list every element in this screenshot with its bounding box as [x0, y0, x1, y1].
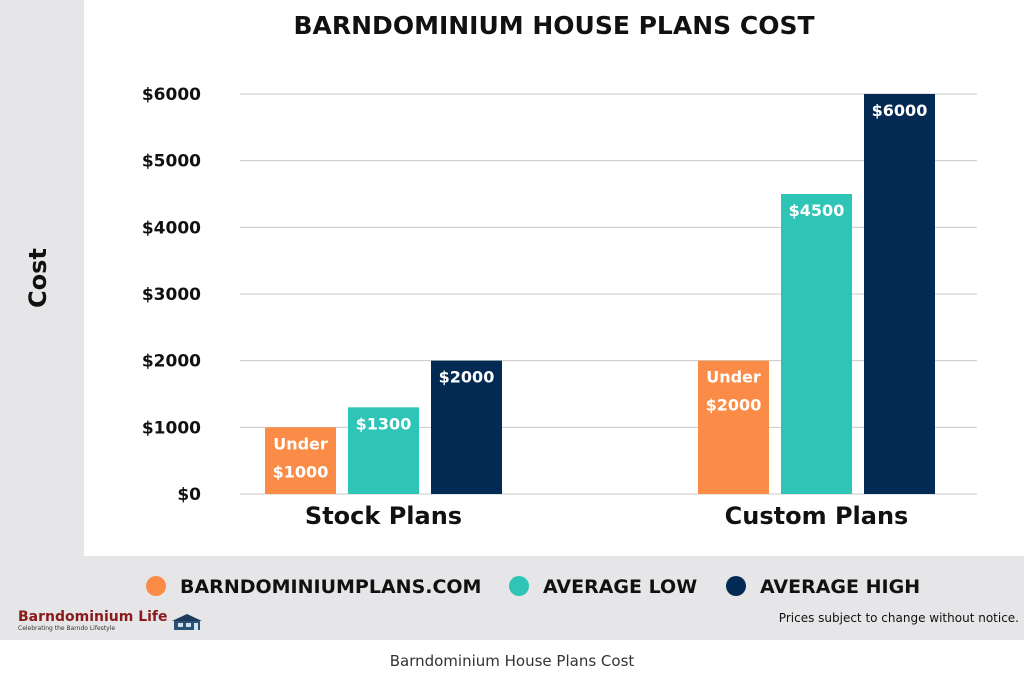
- category-labels: Stock Plans Custom Plans: [305, 502, 908, 530]
- y-tick-label: $6000: [142, 85, 201, 105]
- legend-entry: AVERAGE LOW: [543, 576, 697, 598]
- bar: [265, 427, 336, 494]
- y-tick-label: $1000: [142, 418, 201, 438]
- bar-data-label: $1000: [273, 462, 329, 481]
- bar: [348, 407, 419, 494]
- legend-entry: AVERAGE HIGH: [760, 576, 920, 598]
- legend-entry: BARNDOMINIUMPLANS.COM: [180, 576, 481, 598]
- bars: Under $1000 Under $2000 $1300 $4500 $2000 $6000: [265, 94, 935, 494]
- brand-tagline: Celebrating the Barndo Lifestyle: [18, 625, 116, 632]
- chart-title: BARNDOMINIUM HOUSE PLANS COST: [293, 11, 814, 40]
- legend: BARNDOMINIUMPLANS.COM AVERAGE LOW AVERAGE …: [146, 576, 920, 598]
- bar-data-label: $6000: [872, 101, 928, 120]
- bar-data-label: $4500: [789, 201, 845, 220]
- y-tick-label: $3000: [142, 285, 201, 305]
- y-axis-label: Cost: [24, 248, 52, 308]
- y-tick-labels: $0 $1000 $2000 $3000 $4000 $5000 $6000: [142, 85, 201, 505]
- brand-logo: Barndominium Life Celebrating the Barndo…: [18, 610, 204, 633]
- y-tick-label: $5000: [142, 152, 201, 172]
- legend-swatch: [509, 576, 529, 596]
- bar-data-label: Under: [273, 434, 328, 453]
- y-tick-label: $4000: [142, 218, 201, 238]
- bar-data-label: $2000: [706, 396, 762, 415]
- infographic: BARNDOMINIUM HOUSE PLANS COST Cost $0 $10…: [0, 0, 1024, 640]
- image-caption: Barndominium House Plans Cost: [389, 652, 635, 670]
- x-category-label: Custom Plans: [725, 502, 909, 530]
- x-category-label: Stock Plans: [305, 502, 462, 530]
- bar: [698, 360, 769, 494]
- bar: [781, 194, 852, 494]
- bar-data-label: $1300: [356, 414, 412, 433]
- bar: [864, 94, 935, 494]
- y-tick-label: $2000: [142, 352, 201, 372]
- barn-house-icon: [171, 614, 202, 630]
- legend-swatch: [726, 576, 746, 596]
- bar-chart: BARNDOMINIUM HOUSE PLANS COST Cost $0 $10…: [24, 11, 977, 598]
- disclaimer: Prices subject to change without notice.: [778, 611, 1019, 625]
- legend-swatch: [146, 576, 166, 596]
- y-tick-label: $0: [177, 485, 201, 505]
- bar-data-label: Under: [706, 368, 761, 387]
- brand-name: Barndominium Life: [18, 609, 168, 625]
- bar: [431, 360, 502, 494]
- bar-data-label: $2000: [439, 368, 495, 387]
